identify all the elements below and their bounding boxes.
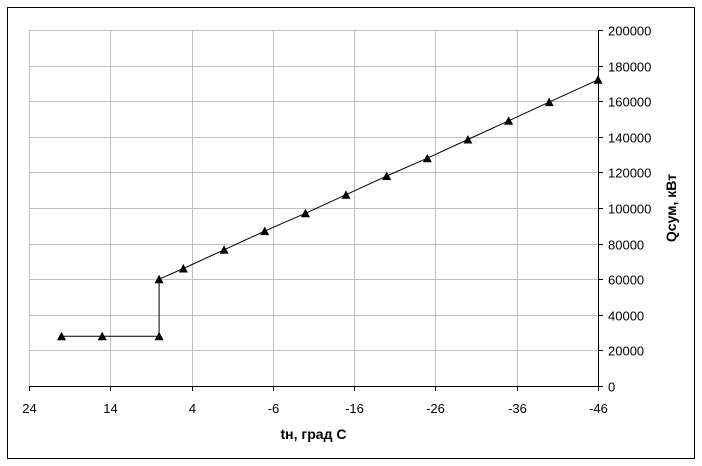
x-tick-label: -16 — [345, 401, 364, 416]
y-axis-title: Qсум, кВт — [663, 174, 679, 242]
y-tick-label: 20000 — [608, 344, 644, 359]
y-tick-label: 40000 — [608, 309, 644, 324]
x-tick-label: 24 — [22, 401, 36, 416]
data-point-marker — [544, 97, 554, 107]
data-point-marker — [504, 116, 514, 125]
y-tick-label: 140000 — [608, 131, 651, 146]
y-tick-label: 60000 — [608, 273, 644, 288]
y-tick-label: 100000 — [608, 202, 651, 217]
axes — [29, 30, 603, 391]
x-tick-label: -36 — [508, 401, 527, 416]
y-tick-label: 120000 — [608, 166, 651, 181]
data-point-marker — [260, 226, 270, 236]
data-point-marker — [300, 208, 310, 218]
x-tick-label: 4 — [189, 401, 196, 416]
data-point-marker — [97, 331, 107, 341]
gridlines — [29, 30, 598, 386]
x-tick-label: 14 — [103, 401, 117, 416]
x-tick-label: -26 — [426, 401, 445, 416]
y-tick-label: 80000 — [608, 238, 644, 253]
chart-frame — [7, 7, 695, 459]
data-point-marker — [57, 331, 66, 341]
data-point-marker — [382, 171, 392, 180]
data-point-marker — [422, 153, 432, 163]
y-tick-label: 200000 — [608, 24, 651, 39]
x-tick-label: -46 — [589, 401, 608, 416]
data-point-marker — [341, 190, 351, 199]
y-tick-label: 160000 — [608, 95, 651, 110]
x-tick-label: -6 — [268, 401, 280, 416]
x-axis-title: tн, град С — [281, 426, 347, 442]
series — [57, 75, 603, 341]
data-point-marker — [463, 135, 473, 144]
tick-labels: 24 14 4 -6 -16 -26 -36 -460 20000 40000 60000 80000… — [22, 24, 651, 417]
data-point-marker — [593, 75, 603, 84]
data-point-marker — [178, 264, 188, 273]
data-point-marker — [154, 331, 164, 341]
data-point-marker — [219, 245, 229, 254]
data-point-marker — [154, 274, 164, 284]
y-tick-label: 180000 — [608, 60, 651, 75]
y-tick-label: 0 — [608, 380, 615, 395]
